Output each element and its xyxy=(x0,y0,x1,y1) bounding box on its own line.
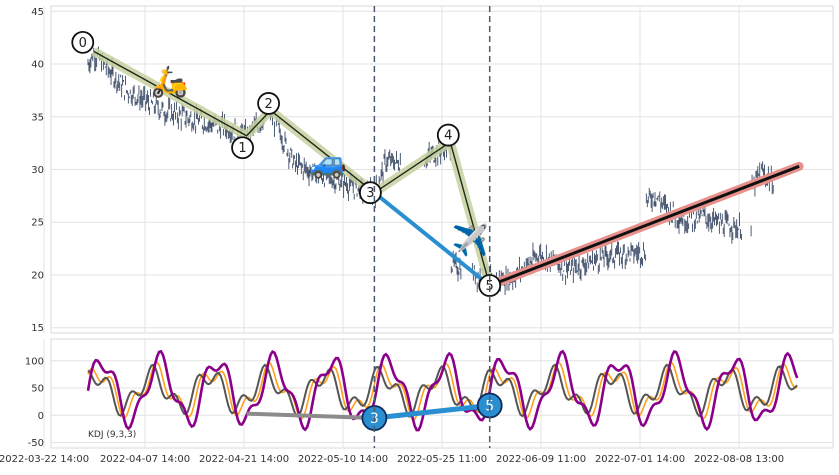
impulse-line xyxy=(93,50,491,286)
x-tick-label: 2022-06-09 11:00 xyxy=(496,454,586,465)
x-tick-label: 2022-04-07 14:00 xyxy=(100,454,190,465)
price-grid xyxy=(43,6,833,333)
price-y-tick-label: 20 xyxy=(31,270,44,281)
kdj-blue-segment xyxy=(374,403,490,421)
price-icons: 🛵 🚙 ✈️ xyxy=(151,64,489,258)
wave-label-circle xyxy=(71,30,95,54)
price-y-ticks: 15 20 25 30 35 40 45 xyxy=(31,7,44,334)
kdj-j-line xyxy=(86,349,799,432)
correction-line xyxy=(373,191,491,288)
wave-label: 2 xyxy=(264,97,272,112)
kdj-label: KDJ (9,3,3) xyxy=(88,430,136,440)
price-y-tick-label: 30 xyxy=(31,165,44,176)
price-lines xyxy=(91,47,804,291)
wave-label: 3 xyxy=(366,186,374,201)
x-tick-label: 2022-08-08 13:00 xyxy=(694,454,784,465)
kdj-y-tick-label: 100 xyxy=(25,356,44,367)
x-tick-label: 2022-03-22 14:00 xyxy=(0,454,89,465)
x-tick-label: 2022-04-21 14:00 xyxy=(199,454,289,465)
wave-label: 4 xyxy=(444,129,452,144)
x-tick-label: 2022-05-10 14:00 xyxy=(298,454,388,465)
trend-line xyxy=(489,164,800,287)
x-tick-label: 2022-07-01 14:00 xyxy=(595,454,685,465)
kdj-y-tick-label: 50 xyxy=(31,384,44,395)
wave-label-circle xyxy=(358,181,382,205)
price-y-tick-label: 45 xyxy=(31,7,44,18)
car-icon: 🚙 xyxy=(310,146,347,181)
kdj-lines xyxy=(86,349,799,432)
kdj-y-tick-label: 0 xyxy=(38,411,44,422)
price-y-tick-label: 35 xyxy=(31,112,44,123)
kdj-y-ticks: -50 0 50 100 xyxy=(25,356,44,449)
wave-label: 0 xyxy=(79,36,87,51)
scooter-icon: 🛵 xyxy=(151,64,188,99)
wave-label: 1 xyxy=(238,141,246,156)
price-y-tick-label: 40 xyxy=(31,60,44,71)
price-y-tick-label: 15 xyxy=(31,323,44,334)
wave-label-circle xyxy=(231,136,254,160)
wave-label-circle xyxy=(436,123,460,147)
x-tick-label: 2022-05-25 11:00 xyxy=(397,454,487,465)
airplane-icon: ✈️ xyxy=(452,222,489,259)
kdj-y-tick-label: -50 xyxy=(28,438,44,449)
price-y-tick-label: 25 xyxy=(31,218,44,229)
x-tick-labels: 2022-03-22 14:00 2022-04-07 14:00 2022-04-… xyxy=(0,454,784,465)
wave-label-circle xyxy=(257,92,280,115)
kdj-grid xyxy=(43,339,833,448)
price-panel: 🛵 🚙 ✈️ 0 1 2 3 45 15 20 25 30 35 40 45 xyxy=(31,5,834,334)
kdj-gray-segment xyxy=(246,411,375,421)
vertical-markers xyxy=(373,6,491,448)
